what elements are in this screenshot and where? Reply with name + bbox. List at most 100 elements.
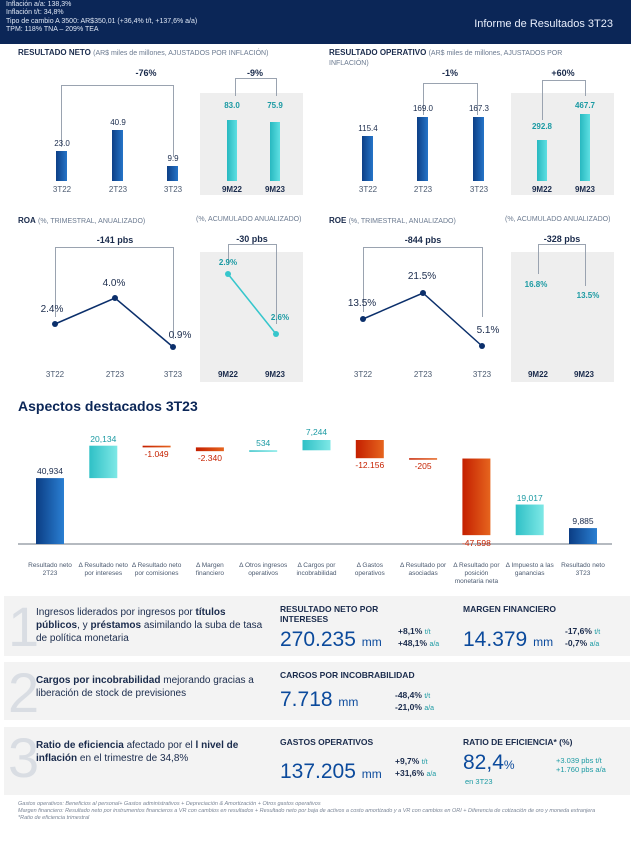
waterfall-value-10: 9,885 bbox=[572, 516, 594, 527]
waterfall-value-9: 19,017 bbox=[516, 492, 543, 503]
card-3-text-part: en el trimestre de 34,8% bbox=[77, 753, 189, 764]
rn-x-9m23: 9M23 bbox=[264, 185, 285, 194]
roe-p-bracket bbox=[538, 244, 586, 252]
waterfall-chart bbox=[18, 440, 612, 545]
waterfall-value-5: 7,244 bbox=[305, 426, 328, 437]
resultado-neto-title: RESULTADO NETO (AR$ miles de millones, A… bbox=[18, 48, 269, 57]
roe-p-line-left bbox=[538, 244, 539, 274]
waterfall-value-2: -1.049 bbox=[144, 449, 169, 460]
kpi-rni-value: 270.235 mm bbox=[280, 628, 382, 651]
card-1-text-part: Ingresos liderados por ingresos por bbox=[36, 607, 196, 618]
waterfall-bar-9 bbox=[515, 504, 544, 536]
waterfall-bar-4 bbox=[249, 450, 278, 452]
roe-val-2t23: 21.5% bbox=[407, 271, 437, 282]
roa-accumulated-panel bbox=[200, 252, 303, 382]
ro-bar-3t22 bbox=[362, 136, 373, 181]
roe-p-change: -328 pbs bbox=[537, 234, 587, 244]
rn-q-change: -76% bbox=[128, 68, 164, 78]
rn-x-2t23: 2T23 bbox=[108, 185, 128, 194]
kpi-gastos-deltas: +9,7% t/t +31,6% a/a bbox=[395, 756, 437, 778]
kpi-cargos-title: CARGOS POR INCOBRABILIDAD bbox=[280, 670, 415, 680]
note-fx: Tipo de cambio A 3500: AR$350,01 (+36,4%… bbox=[6, 17, 198, 25]
kpi-rni-deltas: +8,1% t/t +48,1% a/a bbox=[398, 626, 440, 648]
roa-x-9m22: 9M22 bbox=[217, 370, 238, 379]
ro-bar-9m23 bbox=[580, 114, 590, 181]
waterfall-bar-8 bbox=[462, 458, 491, 536]
highlight-card-1: 1 Ingresos liderados por ingresos por tí… bbox=[4, 595, 630, 658]
rn-val-2t23: 40.9 bbox=[110, 118, 126, 127]
waterfall-value-8: -47.598 bbox=[461, 538, 491, 549]
ro-x-3t23: 3T23 bbox=[469, 185, 489, 194]
kpi-gastos-title: GASTOS OPERATIVOS bbox=[280, 737, 374, 747]
waterfall-category-10: Resultado neto 3T23 bbox=[561, 562, 605, 577]
waterfall-bar-1 bbox=[89, 445, 118, 479]
card-1-text-part: asimilando la suba de tasa de política m… bbox=[36, 620, 263, 644]
ro-val-2t23: 169.0 bbox=[412, 104, 434, 113]
roa-subtitle-acum: (%, ACUMULADO ANUALIZADO) bbox=[196, 216, 302, 223]
kpi-cargos-value: 7.718 mm bbox=[280, 688, 359, 711]
rn-x-3t23: 3T23 bbox=[163, 185, 183, 194]
waterfall-category-7: Δ Resultado por asociadas bbox=[399, 562, 447, 577]
rn-val-9m22: 83.0 bbox=[224, 101, 240, 110]
waterfall-bar-10 bbox=[569, 528, 597, 544]
ro-p-line-left bbox=[542, 80, 543, 120]
kpi-mf-title: MARGEN FINANCIERO bbox=[463, 604, 557, 614]
waterfall-value-7: -205 bbox=[414, 460, 432, 471]
roe-x-3t22: 3T22 bbox=[353, 370, 373, 379]
roa-x-2t23: 2T23 bbox=[105, 370, 125, 379]
ro-q-change: -1% bbox=[435, 68, 465, 78]
card-3-text-part: Ratio de eficiencia bbox=[36, 740, 124, 751]
card-1-text-part: títulos públicos bbox=[36, 607, 226, 631]
card-3-text-part: l nivel de inflación bbox=[36, 740, 239, 764]
rn-val-3t23: 9.9 bbox=[167, 154, 179, 163]
kpi-eficiencia-title: RATIO DE EFICIENCIA* (%) bbox=[463, 737, 573, 747]
rn-val-3t22: 23.0 bbox=[54, 139, 70, 148]
waterfall-category-2: Δ Resultado neto por comisiones bbox=[131, 562, 182, 577]
roa-point-3t22 bbox=[52, 321, 58, 327]
waterfall-category-6: Δ Gastos operativos bbox=[354, 562, 385, 577]
footnote-gastos: Gastos operativos: Beneficios al persona… bbox=[18, 801, 321, 807]
report-header: Inflación a/a: 138,3% Inflación t/t: 34,… bbox=[0, 0, 631, 44]
footnote-margen: Margen financiero: Resultado neto por in… bbox=[18, 808, 596, 814]
rn-bar-9m23 bbox=[270, 122, 280, 181]
roe-p-line-right bbox=[585, 244, 586, 286]
roa-q-line-right bbox=[173, 247, 174, 339]
roe-title: ROE (%, TRIMESTRAL, ANUALIZADO) bbox=[329, 216, 456, 225]
card-2-number: 2 bbox=[8, 661, 40, 724]
ro-p-line-right bbox=[585, 80, 586, 96]
note-inflation-qoq: Inflación t/t: 34,8% bbox=[6, 9, 64, 17]
waterfall-bar-7 bbox=[409, 458, 438, 460]
kpi-mf-deltas: -17,6% t/t -0,7% a/a bbox=[565, 626, 601, 648]
roa-title: ROA (%, TRIMESTRAL, ANUALIZADO) bbox=[18, 216, 146, 225]
card-1-text-part: , y bbox=[77, 620, 91, 631]
roa-p-line-right bbox=[276, 244, 277, 324]
roa-x-3t23: 3T23 bbox=[163, 370, 183, 379]
waterfall-value-4: 534 bbox=[256, 438, 271, 449]
roe-q-bracket bbox=[363, 247, 483, 255]
ro-x-9m23: 9M23 bbox=[574, 185, 595, 194]
ro-bar-2t23 bbox=[417, 117, 428, 181]
ro-p-change: +60% bbox=[545, 68, 581, 78]
rn-accumulated-panel bbox=[200, 93, 303, 195]
roe-x-9m22: 9M22 bbox=[527, 370, 548, 379]
roa-p-bracket bbox=[228, 244, 277, 252]
waterfall-value-0: 40,934 bbox=[37, 466, 63, 477]
waterfall-bar-3 bbox=[195, 447, 224, 452]
roe-accumulated-panel bbox=[511, 252, 614, 382]
card-3-number: 3 bbox=[8, 726, 40, 789]
ro-x-3t22: 3T22 bbox=[358, 185, 378, 194]
card-1-text-part: préstamos bbox=[90, 620, 142, 631]
ro-val-9m23: 467.7 bbox=[574, 101, 596, 110]
waterfall-bar-6 bbox=[355, 440, 384, 459]
roe-subtitle-acum: (%, ACUMULADO ANUALIZADO) bbox=[505, 216, 611, 223]
highlight-card-2: 2 Cargos por incobrabilidad mejorando gr… bbox=[4, 661, 630, 724]
rn-x-3t22: 3T22 bbox=[52, 185, 72, 194]
kpi-rni-title: RESULTADO NETO POR INTERESES bbox=[280, 604, 379, 624]
rn-bar-3t23 bbox=[167, 166, 178, 181]
roa-x-9m23: 9M23 bbox=[264, 370, 285, 379]
highlight-card-3: 3 Ratio de eficiencia afectado por el l … bbox=[4, 726, 630, 795]
roe-val-9m23: 13.5% bbox=[576, 291, 600, 300]
roa-val-3t22: 2.4% bbox=[40, 304, 64, 315]
waterfall-category-3: Δ Margen financiero bbox=[195, 562, 224, 577]
roa-val-9m22: 2.9% bbox=[218, 258, 238, 267]
